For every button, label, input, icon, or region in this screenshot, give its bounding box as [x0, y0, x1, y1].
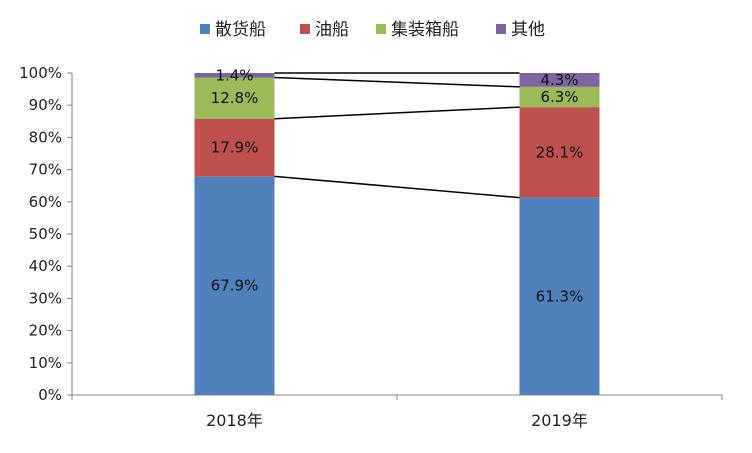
- y-tick-label: 0%: [38, 386, 62, 404]
- bar-segment: [194, 176, 275, 395]
- y-tick-label: 80%: [29, 128, 62, 146]
- y-tick-label: 50%: [29, 225, 62, 243]
- data-label: 28.1%: [536, 143, 584, 161]
- x-category-label: 2018年: [206, 411, 263, 430]
- y-tick-label: 60%: [29, 193, 62, 211]
- legend-label: 油船: [315, 20, 349, 40]
- x-category-label: 2019年: [531, 411, 588, 430]
- bar-segment: [194, 77, 275, 119]
- data-label: 12.8%: [211, 89, 259, 107]
- y-tick-label: 10%: [29, 354, 62, 372]
- axes: 0% 10% 20% 30% 40% 50% 60% 70% 80% 90% 100% 2018年 20…: [19, 64, 723, 430]
- data-label: 61.3%: [536, 287, 584, 305]
- legend-swatch: [376, 24, 386, 34]
- data-label: 6.3%: [540, 88, 578, 106]
- data-label: 67.9%: [211, 277, 259, 295]
- y-tick-label: 100%: [19, 64, 62, 82]
- legend-label: 其他: [511, 20, 545, 40]
- data-label: 1.4%: [215, 66, 253, 84]
- legend-swatch: [496, 24, 506, 34]
- legend-label: 集装箱船: [391, 20, 459, 40]
- bar-segment: [519, 197, 600, 395]
- bar-segment: [519, 73, 600, 87]
- series-line: [274, 106, 520, 120]
- data-label: 17.9%: [211, 139, 259, 157]
- series-lines: [274, 72, 520, 199]
- bar-segment: [519, 107, 600, 198]
- bar-segment: [194, 118, 275, 177]
- legend-swatch: [200, 24, 210, 34]
- data-label: 4.3%: [540, 71, 578, 89]
- y-tick-label: 70%: [29, 161, 62, 179]
- series-line: [274, 175, 520, 199]
- legend: 散货船 油船 集装箱船 其他: [200, 20, 545, 40]
- bar-segment: [519, 86, 600, 108]
- data-labels: 67.9% 17.9% 12.8% 1.4% 61.3% 28.1% 6.3%4.3%: [211, 66, 584, 305]
- legend-swatch: [300, 24, 310, 34]
- legend-label: 散货船: [215, 20, 266, 40]
- bars: [194, 73, 600, 395]
- y-tick-label: 40%: [29, 257, 62, 275]
- y-tick-label: 90%: [29, 96, 62, 114]
- y-tick-label: 20%: [29, 322, 62, 340]
- series-line: [274, 76, 520, 88]
- y-tick-label: 30%: [29, 289, 62, 307]
- bar-segment: [194, 73, 275, 78]
